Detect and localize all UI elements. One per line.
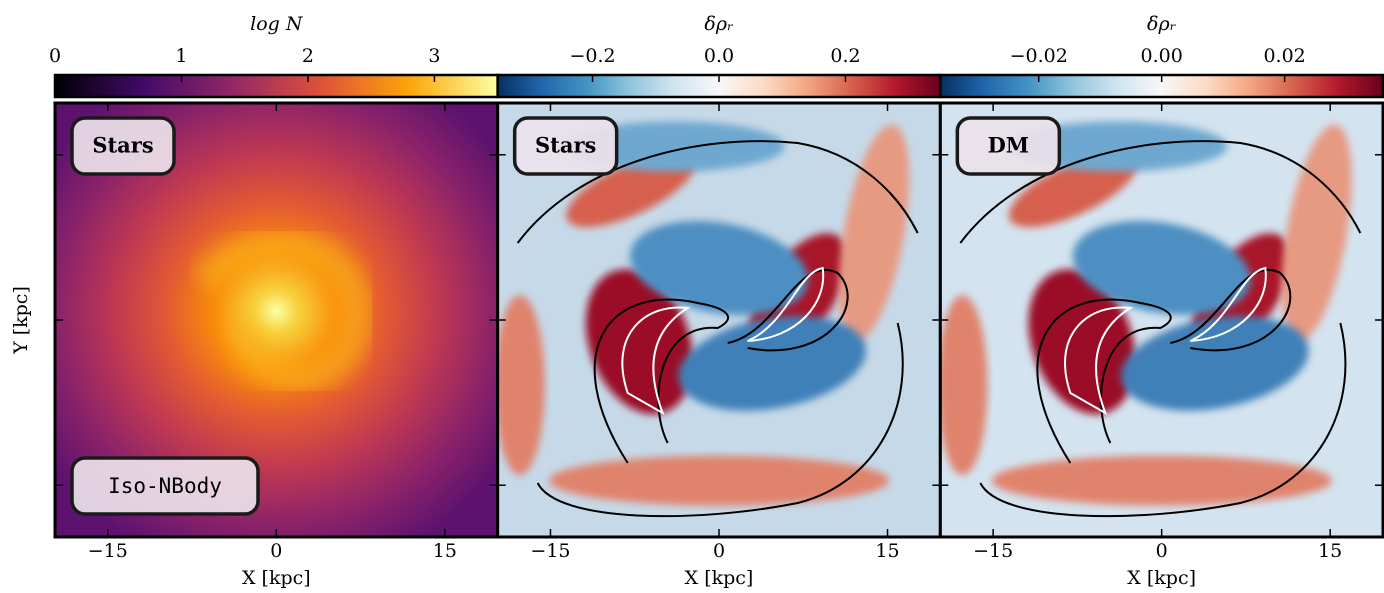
residual-feature [585, 269, 693, 415]
residual-feature [1281, 124, 1352, 342]
colorbar [53, 73, 499, 99]
residual-feature [630, 220, 808, 315]
contour [621, 306, 691, 416]
contour [979, 322, 1347, 518]
label-box [70, 116, 176, 176]
colorbar-tick-label: −0.2 [569, 45, 615, 67]
x-tick-label: 15 [875, 540, 899, 562]
contour [516, 140, 919, 244]
label-box [955, 116, 1062, 176]
residual-feature [1072, 220, 1251, 315]
residual-feature [991, 455, 1332, 506]
colorbar-tick-label: 0.02 [1263, 45, 1305, 67]
colorbar-label: log N [250, 13, 304, 35]
contour [1036, 298, 1172, 464]
x-axis-label: X [kpc] [685, 567, 754, 589]
y-axis-label: Y [kpc] [10, 286, 32, 355]
x-tick-label: 0 [1156, 540, 1168, 562]
colorbar-label: δρᵣ [1147, 13, 1177, 35]
residual-feature [549, 455, 889, 506]
residual-feature [564, 121, 785, 172]
label-text: Iso-NBody [108, 474, 222, 498]
label-text: DM [988, 133, 1029, 158]
residual-feature [838, 124, 910, 342]
colorbar-tick-label: 1 [175, 45, 187, 67]
colorbar-tick-label: 0.0 [704, 45, 734, 67]
colorbar-tick-label: −0.02 [1010, 45, 1068, 67]
contour [1170, 269, 1292, 352]
label-box [512, 116, 619, 176]
contour [747, 266, 825, 342]
colorbar-tick-label: 3 [428, 45, 440, 67]
contour [727, 269, 849, 352]
x-tick-label: 0 [713, 540, 725, 562]
colorbar-tick-label: 2 [302, 45, 314, 67]
spiral-arm [192, 229, 373, 393]
residual-feature [497, 295, 545, 476]
residual-feature [1007, 121, 1228, 172]
residual-feature [1028, 269, 1136, 415]
panel-image [940, 103, 1383, 537]
panel-frame [938, 101, 1384, 539]
colorbar-tick-label: 0 [49, 45, 61, 67]
label-box [70, 456, 260, 516]
label-text: Stars [92, 133, 153, 158]
contour [1189, 266, 1267, 342]
colorbar-tick-label: 0.00 [1141, 45, 1183, 67]
x-tick-label: −15 [88, 540, 128, 562]
residual-feature [940, 295, 988, 476]
x-tick-label: −15 [973, 540, 1013, 562]
x-axis-label: X [kpc] [242, 567, 311, 589]
x-tick-label: −15 [530, 540, 570, 562]
contour [959, 140, 1362, 244]
contour [1064, 306, 1134, 416]
label-text: Stars [535, 133, 596, 158]
x-tick-label: 0 [270, 540, 282, 562]
x-tick-label: 15 [433, 540, 457, 562]
x-axis-label: X [kpc] [1127, 567, 1196, 589]
contour [536, 322, 904, 518]
colorbar-label: δρᵣ [704, 13, 734, 35]
x-tick-label: 15 [1318, 540, 1342, 562]
contour [593, 298, 730, 464]
colorbar-tick-label: 0.2 [830, 45, 860, 67]
